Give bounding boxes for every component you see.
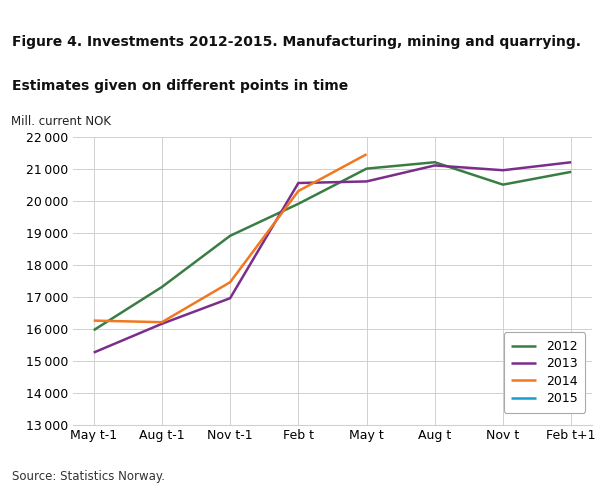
Text: Source: Statistics Norway.: Source: Statistics Norway. [12, 470, 165, 483]
2013 [226, 295, 234, 301]
2012 [431, 159, 439, 165]
2014 [226, 279, 234, 285]
2013 [431, 163, 439, 168]
Text: Figure 4. Investments 2012-2015. Manufacturing, mining and quarrying.: Figure 4. Investments 2012-2015. Manufac… [12, 35, 581, 49]
Line: 2013: 2013 [94, 162, 571, 352]
Line: 2014: 2014 [94, 154, 367, 322]
2012 [90, 327, 98, 333]
2012 [295, 201, 302, 207]
2013 [500, 167, 507, 173]
2014 [158, 319, 165, 325]
Line: 2012: 2012 [94, 162, 571, 330]
Text: Estimates given on different points in time: Estimates given on different points in t… [12, 79, 348, 93]
2013 [363, 179, 370, 184]
2013 [567, 159, 575, 165]
2012 [500, 182, 507, 187]
2014 [295, 188, 302, 194]
2013 [158, 321, 165, 326]
2012 [363, 166, 370, 172]
2012 [158, 284, 165, 290]
2012 [226, 233, 234, 239]
Text: Mill. current NOK: Mill. current NOK [11, 115, 111, 128]
2012 [567, 169, 575, 175]
2013 [90, 349, 98, 355]
2013 [295, 180, 302, 186]
2014 [363, 151, 370, 157]
2014 [90, 318, 98, 324]
Legend: 2012, 2013, 2014, 2015: 2012, 2013, 2014, 2015 [504, 332, 586, 412]
